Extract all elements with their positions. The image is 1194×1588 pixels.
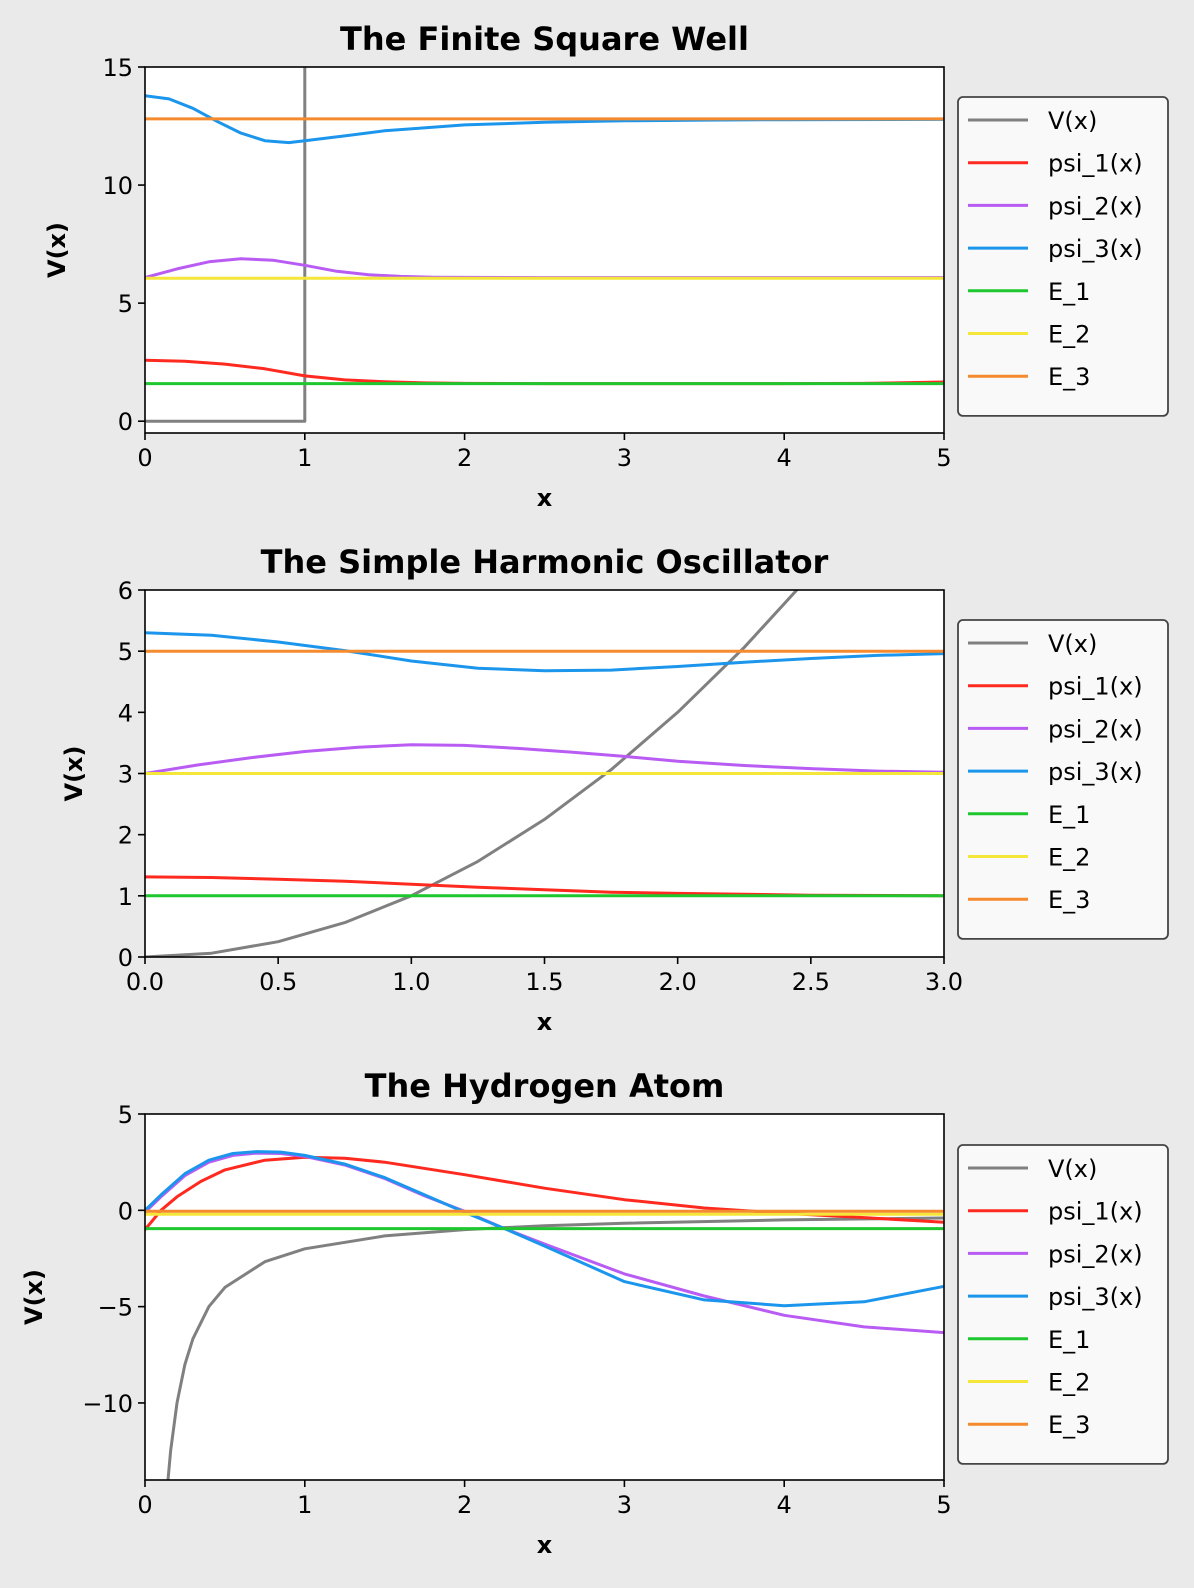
- x-tick-label: 1: [297, 444, 312, 472]
- chart-title: The Simple Harmonic Oscillator: [261, 543, 829, 581]
- x-tick-label: 2.5: [792, 968, 830, 996]
- subplot-3: 0 1 2 3 4 5 −10 −5 0 5 The Hydrogen Atom x V(x) V(x) p…: [20, 1067, 1169, 1559]
- legend-label-psi-1-x: psi_1(x): [1048, 150, 1143, 178]
- legend-box: [957, 96, 1169, 417]
- y-axis-label: V(x): [60, 746, 88, 802]
- x-tick-label: 1.0: [392, 968, 430, 996]
- x-tick-label: 3: [617, 1491, 632, 1519]
- x-axis-label: x: [537, 484, 553, 512]
- x-tick-label: 0: [137, 444, 152, 472]
- legend-label-e-1: E_1: [1048, 801, 1090, 829]
- legend-label-psi-1-x: psi_1(x): [1048, 1198, 1143, 1226]
- y-axis-label: V(x): [20, 1269, 48, 1325]
- x-tick-label: 1: [297, 1491, 312, 1519]
- legend: V(x) psi_1(x) psi_2(x) psi_3(x) E_1 E_2 E_3: [957, 619, 1169, 940]
- series-group: [145, 1150, 944, 1480]
- y-tick-label: 5: [118, 1101, 133, 1129]
- legend-label-e-3: E_3: [1048, 363, 1090, 391]
- y-tick-label: 2: [118, 822, 133, 850]
- y-tick-label: 1: [118, 883, 133, 911]
- y-axis-label: V(x): [43, 222, 71, 278]
- legend-label-psi-3-x: psi_3(x): [1048, 235, 1143, 263]
- legend-label-psi-1-x: psi_1(x): [1048, 673, 1143, 701]
- legend-label-psi-3-x: psi_3(x): [1048, 758, 1143, 786]
- legend-label-e-3: E_3: [1048, 1411, 1090, 1439]
- y-tick-label: −5: [98, 1294, 133, 1322]
- y-tick-label: 4: [118, 699, 133, 727]
- subplot-2: 0.0 0.5 1.0 1.5 2.0 2.5 3.0 0 1 2 3 4 5 6 The Simple H…: [60, 543, 1169, 1036]
- x-tick-label: 5: [936, 444, 951, 472]
- x-tick-label: 4: [777, 444, 792, 472]
- x-tick-label: 0: [137, 1491, 152, 1519]
- legend-box: [957, 619, 1169, 940]
- legend-label-v-x: V(x): [1048, 107, 1097, 135]
- plot-frame: [144, 1113, 945, 1481]
- legend-label-e-2: E_2: [1048, 844, 1090, 872]
- series-line-psi-1-x: [145, 875, 944, 898]
- series-line-psi-2-x: [145, 743, 944, 776]
- legend-label-e-2: E_2: [1048, 1369, 1090, 1397]
- legend-box: [957, 1144, 1169, 1465]
- chart-title: The Finite Square Well: [340, 20, 749, 58]
- series-group: [145, 67, 944, 423]
- series-line-v-x: [166, 1216, 944, 1480]
- legend-label-v-x: V(x): [1048, 1155, 1097, 1183]
- series-line-v-x: [145, 67, 307, 423]
- x-tick-label: 1.5: [525, 968, 563, 996]
- legend-label-psi-2-x: psi_2(x): [1048, 715, 1143, 743]
- y-tick-label: −10: [82, 1390, 133, 1418]
- x-tick-label: 0.5: [259, 968, 297, 996]
- legend-label-psi-3-x: psi_3(x): [1048, 1283, 1143, 1311]
- legend-label-e-1: E_1: [1048, 1326, 1090, 1354]
- x-tick-label: 2.0: [659, 968, 697, 996]
- legend-label-psi-2-x: psi_2(x): [1048, 192, 1143, 220]
- y-tick-label: 0: [118, 1197, 133, 1225]
- x-tick-label: 0.0: [126, 968, 164, 996]
- series-line-v-x: [145, 590, 799, 957]
- legend-label-e-3: E_3: [1048, 886, 1090, 914]
- legend-label-v-x: V(x): [1048, 630, 1097, 658]
- x-tick-label: 5: [936, 1491, 951, 1519]
- y-tick-label: 6: [118, 577, 133, 605]
- y-tick-label: 10: [102, 172, 133, 200]
- series-line-psi-3-x: [145, 1150, 944, 1308]
- legend: V(x) psi_1(x) psi_2(x) psi_3(x) E_1 E_2 E_3: [957, 1144, 1169, 1465]
- x-axis-label: x: [537, 1531, 553, 1559]
- plot-frame: [144, 66, 945, 434]
- y-tick-label: 0: [118, 408, 133, 436]
- x-tick-label: 2: [457, 1491, 472, 1519]
- x-axis-label: x: [537, 1008, 553, 1036]
- legend-label-e-2: E_2: [1048, 321, 1090, 349]
- legend: V(x) psi_1(x) psi_2(x) psi_3(x) E_1 E_2 E_3: [957, 96, 1169, 417]
- series-group: [145, 590, 944, 957]
- plot-area: [145, 1114, 944, 1480]
- y-tick-label: 5: [118, 638, 133, 666]
- y-tick-label: 5: [118, 290, 133, 318]
- x-tick-label: 4: [777, 1491, 792, 1519]
- x-tick-label: 3.0: [925, 968, 963, 996]
- x-tick-label: 2: [457, 444, 472, 472]
- series-line-psi-3-x: [145, 631, 944, 673]
- y-tick-label: 3: [118, 761, 133, 789]
- legend-label-e-1: E_1: [1048, 278, 1090, 306]
- chart-title: The Hydrogen Atom: [365, 1067, 725, 1105]
- y-tick-label: 15: [102, 54, 133, 82]
- x-tick-label: 3: [617, 444, 632, 472]
- series-line-psi-3-x: [145, 94, 944, 145]
- legend-label-psi-2-x: psi_2(x): [1048, 1240, 1143, 1268]
- y-tick-label: 0: [118, 944, 133, 972]
